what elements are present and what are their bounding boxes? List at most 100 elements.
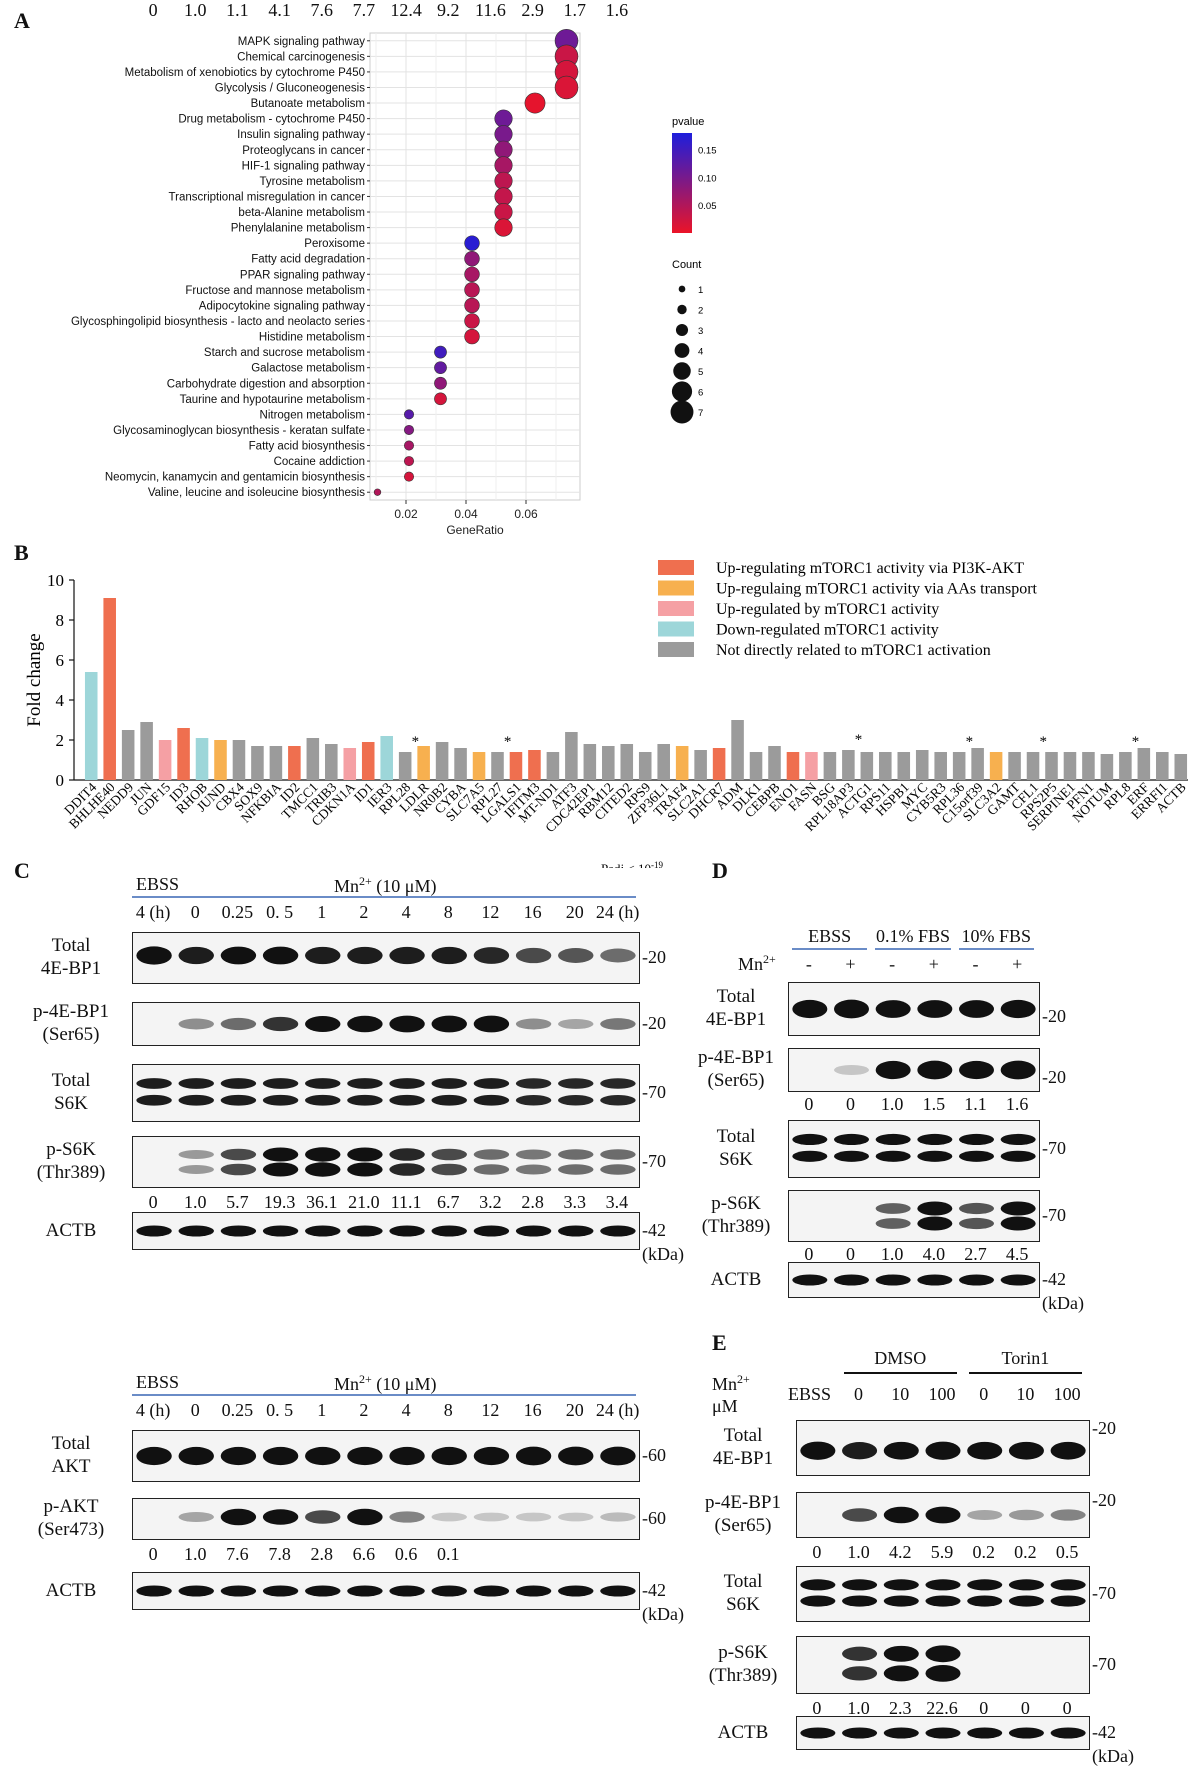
dot-point	[403, 409, 414, 420]
kda-marker: -42 (kDa)	[1092, 1722, 1134, 1766]
band	[305, 1225, 341, 1237]
plot-area	[369, 32, 581, 501]
band	[1000, 1216, 1036, 1231]
band	[178, 1018, 214, 1030]
band	[262, 946, 299, 965]
band	[262, 1162, 299, 1177]
band	[431, 1512, 467, 1522]
band	[875, 1203, 911, 1214]
band	[600, 1585, 636, 1597]
treatment-sign: +	[1012, 954, 1023, 974]
band	[389, 1225, 425, 1237]
blot-row-label: ACTB	[45, 1220, 97, 1241]
band-strip	[178, 1147, 636, 1177]
band-strip	[834, 1060, 1036, 1080]
band	[262, 1078, 299, 1089]
timepoint-label: 0	[190, 1400, 200, 1420]
blot-row-label: p-4E-BP1 (Ser65)	[33, 1001, 109, 1045]
band	[558, 1018, 594, 1030]
bar	[491, 752, 504, 780]
y-term-label: Peroxisome	[304, 238, 365, 250]
condition-header: EBSS	[808, 926, 852, 946]
band	[1008, 1727, 1044, 1739]
band-strip	[800, 1441, 1086, 1460]
band	[220, 1585, 257, 1597]
band	[178, 1511, 214, 1523]
quantification-value: 2.8	[521, 1192, 544, 1212]
quantification-value: 0.6	[394, 1544, 418, 1564]
bar	[214, 740, 227, 780]
count-legend-label: 5	[698, 367, 703, 378]
dot-point	[434, 392, 447, 406]
count-legend-label: 7	[698, 408, 703, 419]
band	[917, 1201, 953, 1216]
dot-point	[494, 171, 513, 190]
band	[431, 1225, 467, 1237]
x-tick-label: 0.02	[394, 507, 418, 521]
band	[558, 1585, 594, 1597]
band	[834, 1133, 869, 1146]
quantification-value: 1.0	[880, 1244, 904, 1264]
bar	[1063, 752, 1077, 780]
band	[473, 1164, 510, 1175]
band	[1000, 1150, 1036, 1162]
x-axis-label: Padj < 10-19	[601, 860, 663, 868]
band	[883, 1645, 919, 1662]
band	[473, 1094, 510, 1106]
panel-label-c: C	[14, 858, 30, 883]
bar	[343, 748, 357, 780]
band	[1000, 1274, 1036, 1286]
bar	[195, 738, 209, 780]
y-term-label: Tyrosine metabolism	[260, 176, 365, 188]
blot-row-label: p-S6K (Thr389)	[36, 1139, 106, 1183]
quantification-value: 19.3	[263, 1192, 296, 1212]
band	[178, 1585, 214, 1597]
y-term-label: Neomycin, kanamycin and gentamicin biosy…	[105, 472, 365, 484]
y-term-label: Glycosaminoglycan biosynthesis - keratan…	[113, 425, 365, 437]
band	[515, 1446, 552, 1466]
bar	[768, 746, 781, 780]
band	[431, 946, 467, 965]
band	[834, 1274, 869, 1286]
bar	[269, 746, 283, 780]
band	[1008, 1595, 1044, 1607]
timepoint-label: 20	[565, 902, 584, 922]
blot-row-label: ACTB	[45, 1580, 97, 1601]
band	[262, 1094, 299, 1106]
blot-image	[796, 1492, 1090, 1538]
y-tick-label: 4	[56, 691, 65, 710]
treatment-sign: +	[845, 954, 856, 974]
pvalue-tick-label: 0.10	[698, 173, 717, 184]
bar	[583, 744, 597, 780]
kda-marker: -20	[642, 1013, 666, 1033]
band	[883, 1506, 919, 1524]
dot-point	[464, 313, 480, 329]
condition-header: 10% FBS	[961, 926, 1032, 946]
condition-underline	[958, 948, 1034, 950]
band	[925, 1579, 961, 1591]
bar	[694, 750, 707, 780]
quantification-value: 1.5	[922, 1094, 946, 1114]
dot-point	[494, 202, 513, 222]
band	[558, 1225, 594, 1237]
count-legend-dot	[678, 285, 686, 293]
band	[305, 1078, 341, 1089]
quantification-value: 4.0	[922, 1244, 946, 1264]
lane-label: EBSS	[788, 1384, 832, 1404]
band	[600, 1018, 636, 1030]
band	[842, 1579, 878, 1591]
blot-row-label: Total AKT	[51, 1433, 91, 1477]
band	[600, 1512, 636, 1522]
bar	[915, 750, 929, 780]
dot-point	[464, 235, 480, 251]
bar	[934, 752, 947, 780]
condition-header: Torin1	[1001, 1348, 1050, 1368]
blot-image	[132, 1064, 640, 1122]
band	[967, 1441, 1003, 1460]
band	[515, 1225, 552, 1237]
band	[389, 1078, 425, 1089]
band	[220, 946, 257, 965]
dot-point	[464, 251, 480, 267]
band	[883, 1595, 919, 1607]
band	[925, 1665, 961, 1682]
